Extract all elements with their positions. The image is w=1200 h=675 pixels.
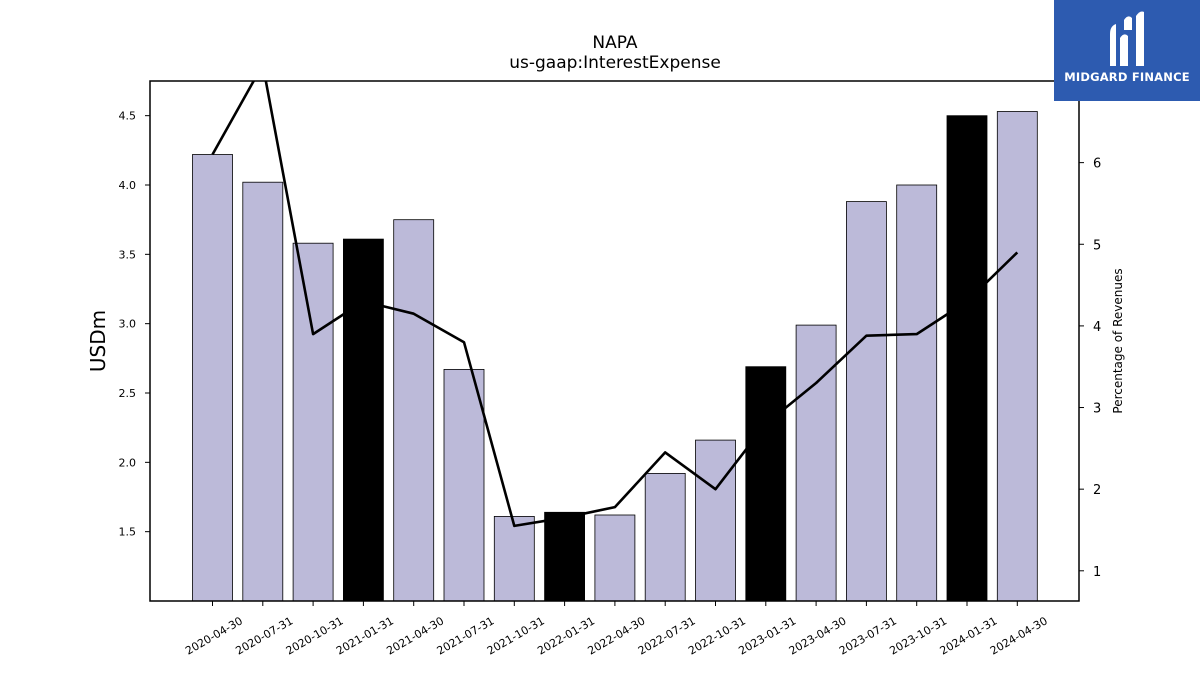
bar-2024-01-31	[946, 115, 988, 602]
bar-2021-04-30	[393, 219, 435, 602]
x-tick-label: 2024-04-30	[988, 614, 1050, 657]
y2-tick-label: 3	[1093, 402, 1101, 417]
y-axis-left: 1.5 2.0 2.5 3.0 3.5 4.0 4.5	[119, 110, 150, 539]
y-tick-label: 4.5	[119, 110, 137, 123]
y-axis-label: USDm	[86, 310, 110, 372]
x-axis: 2020-04-302020-07-312020-10-312021-01-31…	[183, 601, 1050, 658]
line-group	[211, 81, 1019, 528]
y2-tick-label: 1	[1093, 565, 1101, 580]
bar-2023-01-31	[745, 366, 787, 602]
bar-2021-01-31	[342, 238, 384, 602]
y-tick-label: 4.0	[119, 179, 137, 192]
logo-mark-icon	[1110, 11, 1144, 66]
bar-2020-10-31	[292, 242, 334, 602]
y2-tick-label: 2	[1093, 483, 1101, 498]
bar-2023-04-30	[795, 324, 837, 602]
bar-2023-07-31	[846, 201, 887, 602]
brand-name: MIDGARD FINANCE	[1064, 70, 1190, 84]
brand-logo: MIDGARD FINANCE	[1054, 0, 1200, 101]
y-tick-label: 1.5	[119, 526, 137, 539]
bar-2022-01-31	[544, 511, 585, 602]
y-tick-label: 3.0	[119, 318, 137, 331]
percentage-line	[211, 81, 1019, 528]
y2-tick-label: 5	[1093, 238, 1101, 253]
bar-2021-10-31	[493, 516, 535, 602]
y-tick-label: 3.5	[119, 248, 137, 261]
bar-2023-10-31	[896, 184, 938, 602]
bar-2020-07-31	[242, 181, 284, 602]
y2-tick-label: 4	[1093, 320, 1101, 335]
y2-tick-label: 6	[1093, 157, 1101, 172]
bars-group	[192, 111, 1038, 602]
y2-axis-label: Percentage of Revenues	[1111, 268, 1125, 413]
y-tick-label: 2.5	[119, 387, 137, 400]
y-tick-label: 2.0	[119, 456, 137, 469]
bar-2020-04-30	[192, 154, 233, 602]
bar-2022-07-31	[644, 472, 686, 602]
bar-2022-04-30	[594, 514, 636, 602]
bar-2022-10-31	[695, 439, 736, 602]
bar-2024-04-30	[996, 111, 1038, 602]
y-axis-right: 1 2 3 4 5 6	[1079, 157, 1101, 580]
chart-title: NAPA	[592, 33, 638, 53]
chart-subtitle: us-gaap:InterestExpense	[509, 53, 721, 73]
bar-2021-07-31	[443, 368, 485, 602]
